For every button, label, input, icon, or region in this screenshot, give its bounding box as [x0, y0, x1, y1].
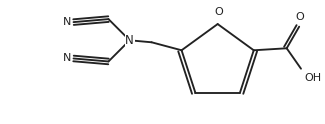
Text: O: O: [214, 7, 223, 17]
Text: O: O: [296, 12, 305, 22]
Text: N: N: [125, 34, 134, 47]
Text: OH: OH: [304, 73, 321, 83]
Text: N: N: [63, 17, 72, 27]
Text: N: N: [63, 53, 72, 63]
